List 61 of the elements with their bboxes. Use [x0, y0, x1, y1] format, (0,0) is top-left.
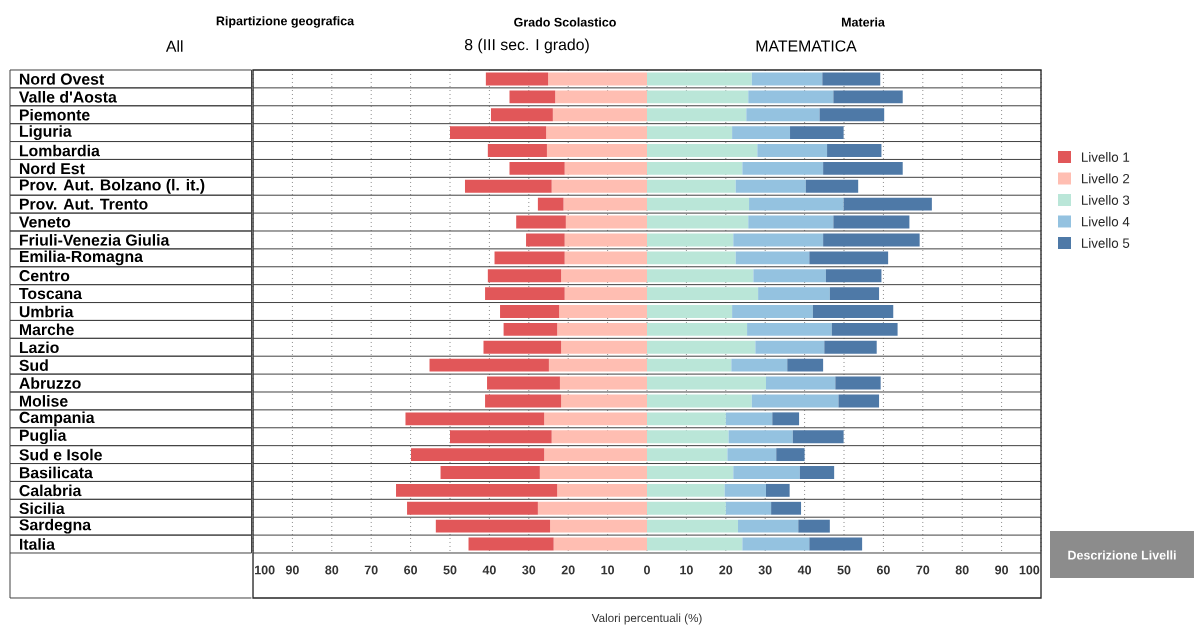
y-tick-label: Prov. Aut. Trento [19, 198, 148, 210]
y-tick-label: Valle d'Aosta [19, 91, 117, 103]
x-tick-label: 50 [837, 565, 851, 575]
y-tick-label: Umbria [19, 305, 74, 318]
x-tick-label: 50 [443, 565, 457, 575]
x-tick-label: 40 [482, 565, 496, 575]
text: Descrizione Livelli [1068, 550, 1176, 560]
x-tick-label: 30 [522, 565, 536, 575]
y-tick-label: Prov. Aut. Bolzano (l. it.) [19, 178, 205, 194]
y-tick-label: Italia [19, 538, 56, 550]
legend-label: Livello 3 [1081, 195, 1130, 205]
y-tick-label: Marche [19, 323, 74, 336]
legend-label: Livello 5 [1081, 238, 1130, 248]
y-tick-label: Basilicata [19, 466, 93, 479]
y-tick-label: Piemonte [19, 108, 90, 121]
y-tick-label: Molise [19, 395, 68, 407]
legend-label: Livello 1 [1081, 152, 1130, 162]
y-tick-label: Sicilia [19, 502, 65, 515]
y-tick-label: Nord Ovest [19, 73, 105, 85]
y-tick-label: Sud e Isole [19, 448, 102, 461]
x-tick-label: 0 [644, 565, 650, 575]
x-tick-label: 80 [955, 565, 969, 575]
x-tick-label: 70 [916, 565, 930, 575]
text: Grado Scolastico [514, 17, 616, 27]
x-tick-label: 10 [601, 565, 615, 575]
x-tick-label: 20 [561, 565, 575, 575]
text: MATEMATICA [756, 40, 857, 52]
x-tick-label: 20 [719, 565, 733, 575]
x-tick-label: 40 [797, 565, 812, 575]
x-tick-label: 80 [325, 565, 339, 575]
x-tick-label: 100 [255, 565, 275, 575]
legend-label: Livello 2 [1081, 173, 1130, 184]
y-tick-label: Centro [19, 270, 70, 282]
x-tick-label: 90 [285, 565, 299, 575]
y-tick-label: Toscana [19, 288, 83, 300]
y-tick-label: Friuli-Venezia Giulia [19, 234, 170, 246]
y-tick-label: Emilia-Romagna [19, 250, 144, 266]
text: 8 (III sec. I grado) [464, 38, 589, 54]
text: All [165, 40, 183, 52]
x-tick-label: 10 [680, 565, 693, 575]
x-tick-label: 30 [758, 565, 772, 575]
y-tick-label: Veneto [19, 216, 71, 228]
text: Materia [841, 17, 885, 27]
y-tick-label: Sardegna [19, 518, 92, 534]
y-tick-label: Sud [19, 359, 48, 371]
y-tick-label: Puglia [19, 429, 67, 445]
x-tick-label: 100 [1019, 565, 1040, 575]
legend-label: Livello 4 [1081, 216, 1130, 227]
x-tick-label: 90 [995, 565, 1009, 575]
x-tick-label: 60 [404, 565, 418, 575]
y-tick-label: Lazio [19, 341, 59, 354]
y-tick-label: Calabria [19, 484, 82, 497]
x-axis-title: Valori percentuali (%) [591, 613, 702, 625]
y-tick-label: Lombardia [19, 144, 100, 157]
x-tick-label: 60 [876, 565, 890, 575]
y-tick-label: Liguria [19, 125, 72, 141]
y-tick-label: Campania [19, 411, 95, 427]
text: Ripartizione geografica [216, 16, 355, 28]
y-tick-label: Abruzzo [19, 377, 81, 389]
y-tick-label: Nord Est [19, 162, 85, 175]
x-tick-label: 70 [364, 565, 378, 575]
